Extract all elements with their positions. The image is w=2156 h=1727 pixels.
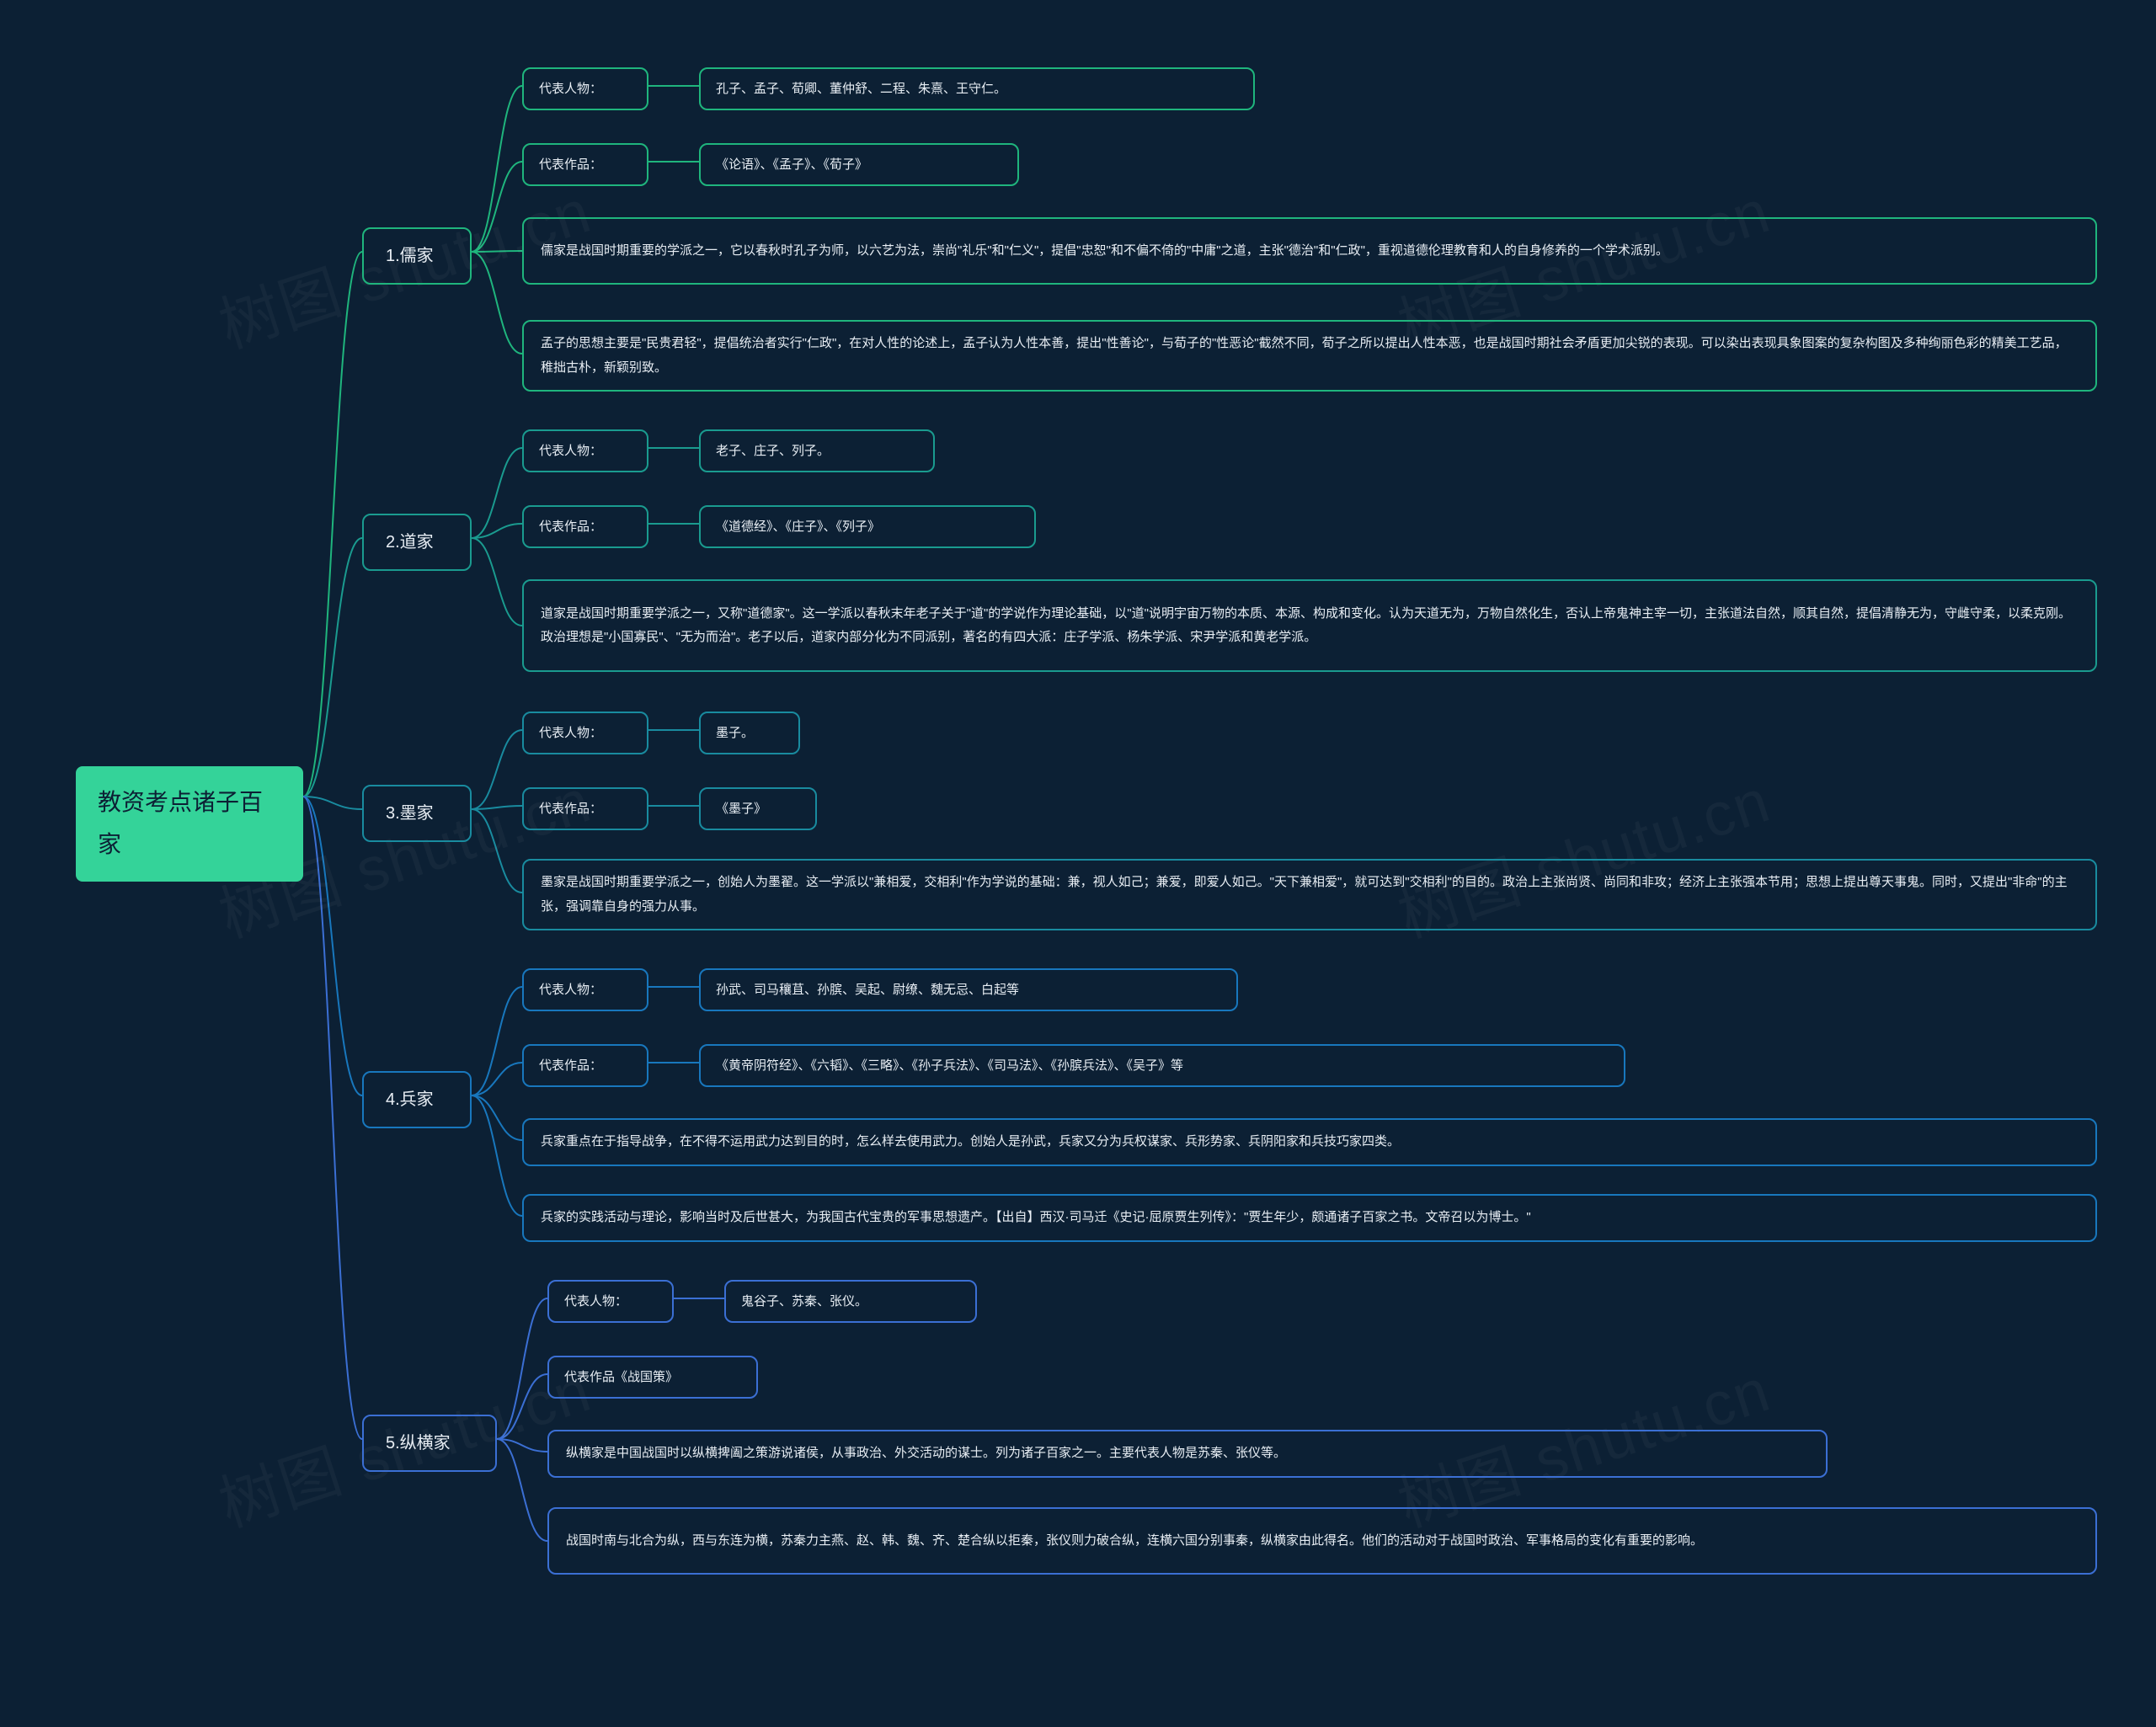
desc-node: 儒家是战国时期重要的学派之一，它以春秋时孔子为师，以六艺为法，崇尚"礼乐"和"仁… [522,217,2097,285]
leaf-node: 老子、庄子、列子。 [699,429,935,472]
leaf-node: 孙武、司马穰苴、孙膑、吴起、尉缭、魏无忌、白起等 [699,968,1238,1011]
label-node: 代表人物： [547,1280,674,1323]
desc-node: 纵横家是中国战国时以纵横捭阖之策游说诸侯，从事政治、外交活动的谋士。列为诸子百家… [547,1430,1828,1478]
desc-node: 战国时南与北合为纵，西与东连为横，苏秦力主燕、赵、韩、魏、齐、楚合纵以拒秦，张仪… [547,1507,2097,1575]
leaf-node: 《黄帝阴符经》、《六韬》、《三略》、《孙子兵法》、《司马法》、《孙膑兵法》、《吴… [699,1044,1625,1087]
label-node: 代表作品： [522,143,648,186]
branch-b1: 1.儒家 [362,227,472,285]
branch-b5: 5.纵横家 [362,1415,497,1472]
label-node: 代表人物： [522,429,648,472]
label-node: 代表作品： [522,1044,648,1087]
label-node: 代表作品： [522,787,648,830]
label-node: 代表人物： [522,968,648,1011]
leaf-node: 《墨子》 [699,787,817,830]
desc-node: 兵家重点在于指导战争，在不得不运用武力达到目的时，怎么样去使用武力。创始人是孙武… [522,1118,2097,1166]
branch-b4: 4.兵家 [362,1071,472,1128]
leaf-node: 孔子、孟子、荀卿、董仲舒、二程、朱熹、王守仁。 [699,67,1255,110]
label-node: 代表人物： [522,712,648,754]
label-node: 代表作品： [522,505,648,548]
desc-node: 孟子的思想主要是"民贵君轻"，提倡统治者实行"仁政"，在对人性的论述上，孟子认为… [522,320,2097,392]
leaf-node: 鬼谷子、苏秦、张仪。 [724,1280,977,1323]
mindmap-canvas: 树图 shutu.cn树图 shutu.cn树图 shutu.cn树图 shut… [0,0,2156,1727]
leaf-node: 墨子。 [699,712,800,754]
label-node: 代表人物： [522,67,648,110]
desc-node: 墨家是战国时期重要学派之一，创始人为墨翟。这一学派以"兼相爱，交相利"作为学说的… [522,859,2097,930]
root-node: 教资考点诸子百家 [76,766,303,882]
leaf-node: 《道德经》、《庄子》、《列子》 [699,505,1036,548]
branch-b2: 2.道家 [362,514,472,571]
leaf-node: 代表作品《战国策》 [547,1356,758,1399]
desc-node: 道家是战国时期重要学派之一，又称"道德家"。这一学派以春秋末年老子关于"道"的学… [522,579,2097,672]
desc-node: 兵家的实践活动与理论，影响当时及后世甚大，为我国古代宝贵的军事思想遗产。【出自】… [522,1194,2097,1242]
leaf-node: 《论语》、《孟子》、《荀子》 [699,143,1019,186]
branch-b3: 3.墨家 [362,785,472,842]
